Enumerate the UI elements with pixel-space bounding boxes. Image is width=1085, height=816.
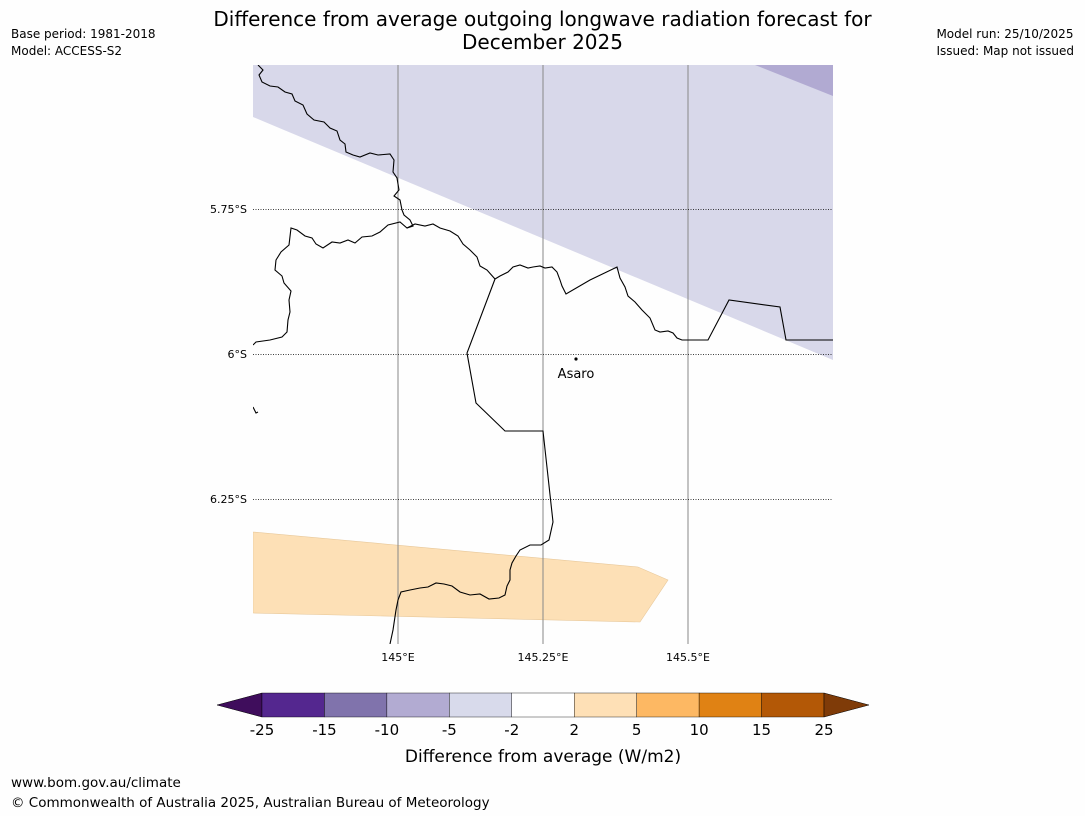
legend-swatch-0 <box>261 692 325 718</box>
header-meta-right: Model run: 25/10/2025 Issued: Map not is… <box>936 26 1074 60</box>
province-boundary-south <box>389 278 554 644</box>
legend-swatch-5 <box>574 692 637 718</box>
lon-label-145-5E: 145.5°E <box>666 651 710 664</box>
legend-tick-label: 10 <box>690 721 709 739</box>
lat-label-6S: 6°S <box>228 348 247 361</box>
asaro-marker <box>574 357 578 361</box>
province-boundary-north <box>253 65 414 346</box>
legend-swatch-1 <box>324 692 388 718</box>
legend-tick-label: 5 <box>632 721 642 739</box>
legend-tick-label: -25 <box>250 721 275 739</box>
model-run: Model run: 25/10/2025 <box>936 27 1074 41</box>
legend-tick-label: -5 <box>442 721 457 739</box>
base-period: Base period: 1981-2018 <box>11 27 156 41</box>
legend-tick-label: 25 <box>814 721 833 739</box>
map-title-line1: Difference from average outgoing longwav… <box>213 7 872 31</box>
map-frame: Asaro <box>253 65 833 644</box>
lon-label-145-25E: 145.25°E <box>518 651 569 664</box>
header-meta-left: Base period: 1981-2018 Model: ACCESS-S2 <box>11 26 156 60</box>
issued-status: Issued: Map not issued <box>936 44 1074 58</box>
lat-label-6-25S: 6.25°S <box>210 493 247 506</box>
legend-label: Difference from average (W/m2) <box>405 747 681 767</box>
map-title-line2: December 2025 <box>462 30 623 54</box>
lat-label-5-75S: 5.75°S <box>210 203 247 216</box>
legend-swatch-4 <box>511 692 575 718</box>
asaro-label: Asaro <box>558 367 595 382</box>
region-negative-5-to-10 <box>755 65 833 96</box>
lon-label-145E: 145°E <box>381 651 414 664</box>
legend-tick-label: -2 <box>504 721 519 739</box>
coastline-fragment <box>253 406 259 414</box>
legend-tick-label: -15 <box>312 721 337 739</box>
legend-colorbar <box>216 692 870 718</box>
legend-extend-high <box>823 692 870 718</box>
footer-url: www.bom.gov.au/climate <box>11 775 181 791</box>
legend-swatch-3 <box>449 692 512 718</box>
legend-swatch-8 <box>761 692 825 718</box>
legend-tick-label: 15 <box>752 721 771 739</box>
model-name: Model: ACCESS-S2 <box>11 44 123 58</box>
legend-ticks: -25 -15 -10 -5 -2 2 5 10 15 25 <box>250 721 834 739</box>
province-boundary-central <box>406 223 833 341</box>
legend-extend-low <box>216 692 263 718</box>
legend-tick-label: -10 <box>375 721 400 739</box>
legend-swatch-6 <box>636 692 700 718</box>
footer-copyright: © Commonwealth of Australia 2025, Austra… <box>11 795 490 811</box>
legend-swatch-2 <box>386 692 450 718</box>
legend-tick-label: 2 <box>569 721 579 739</box>
legend-swatch-7 <box>698 692 762 718</box>
region-positive-2-to-5 <box>253 531 669 623</box>
